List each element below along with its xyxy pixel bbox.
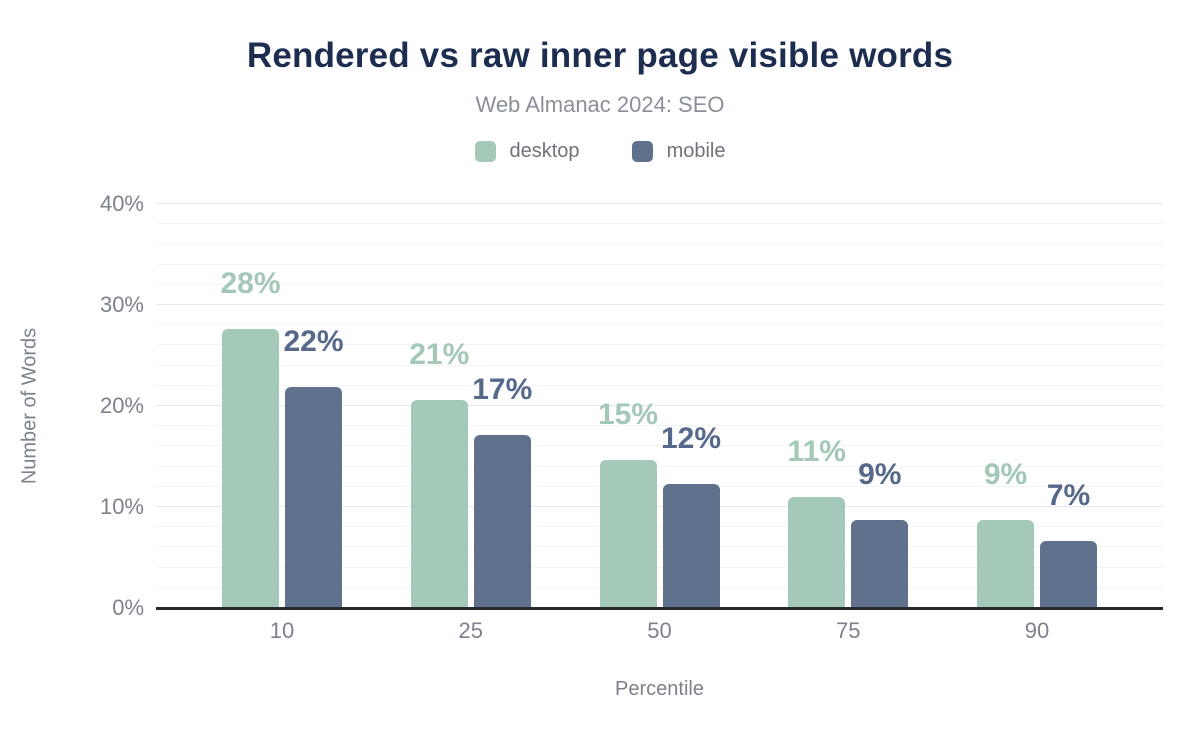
y-tick-label: 0% [112, 595, 144, 620]
minor-gridline [156, 283, 1163, 285]
minor-gridline [156, 526, 1163, 528]
value-label-desktop-p90: 9% [983, 458, 1028, 492]
major-gridline [156, 304, 1163, 305]
x-tick-label-50: 50 [647, 618, 672, 643]
value-label-mobile-p75: 9% [858, 458, 902, 492]
minor-gridline [156, 465, 1163, 467]
minor-gridline [156, 566, 1163, 568]
x-tick-label-25: 25 [458, 618, 483, 643]
bar-desktop-p90 [977, 520, 1034, 608]
x-tick-label-10: 10 [269, 618, 295, 643]
minor-gridline [156, 384, 1163, 386]
value-label-mobile-p50: 12% [660, 421, 722, 455]
value-label-desktop-p25: 21% [409, 337, 470, 371]
x-tick-label-90: 90 [1024, 618, 1050, 643]
bar-mobile-p10 [285, 386, 342, 608]
legend-item-mobile: mobile [631, 140, 726, 163]
y-axis-title: Number of Words [18, 327, 41, 485]
value-label-mobile-p90: 7% [1046, 479, 1091, 513]
bar-mobile-p75 [851, 520, 909, 608]
legend: desktop mobile [0, 140, 1200, 163]
minor-gridline [156, 344, 1163, 346]
bar-mobile-p50 [662, 483, 720, 608]
minor-gridline [156, 324, 1163, 326]
minor-gridline [156, 223, 1163, 225]
bar-desktop-p10 [222, 329, 279, 608]
bar-desktop-p75 [788, 496, 846, 608]
minor-gridline [156, 425, 1163, 427]
minor-gridline [156, 586, 1163, 588]
minor-gridline [156, 364, 1163, 366]
bar-mobile-p25 [473, 435, 531, 608]
y-tick-label: 40% [99, 191, 144, 216]
value-label-mobile-p25: 17% [472, 373, 533, 407]
major-gridline [156, 506, 1163, 507]
chart-title: Rendered vs raw inner page visible words [246, 36, 954, 75]
mobile-swatch-icon [631, 141, 653, 162]
desktop-swatch-icon [474, 141, 496, 162]
bar-desktop-p50 [599, 459, 657, 608]
minor-gridline [156, 445, 1163, 447]
minor-gridline [156, 243, 1163, 245]
major-gridline [156, 405, 1163, 406]
legend-item-desktop: desktop [474, 140, 580, 163]
y-tick-label: 30% [99, 292, 144, 317]
major-gridline [156, 203, 1163, 204]
bar-desktop-p25 [410, 399, 468, 608]
x-axis-line [156, 607, 1163, 610]
x-axis-title: Percentile [615, 678, 704, 700]
value-label-desktop-p50: 15% [597, 397, 659, 431]
value-label-mobile-p10: 22% [283, 324, 344, 358]
chart-subtitle: Web Almanac 2024: SEO [475, 92, 725, 117]
legend-label-desktop: desktop [509, 140, 580, 162]
y-tick-label: 10% [99, 494, 144, 519]
bar-mobile-p90 [1040, 541, 1097, 608]
minor-gridline [156, 485, 1163, 487]
value-label-desktop-p10: 28% [220, 267, 281, 301]
value-label-desktop-p75: 11% [787, 434, 846, 468]
y-tick-label: 20% [99, 393, 144, 418]
minor-gridline [156, 263, 1163, 265]
x-tick-label-75: 75 [836, 618, 861, 643]
plot-area: 0% 10% 20% 30% 40% 28% 22% 10 21% 17% 25 15% 12% 50 11… [100, 191, 1163, 643]
minor-gridline [156, 546, 1163, 548]
legend-label-mobile: mobile [666, 140, 726, 162]
